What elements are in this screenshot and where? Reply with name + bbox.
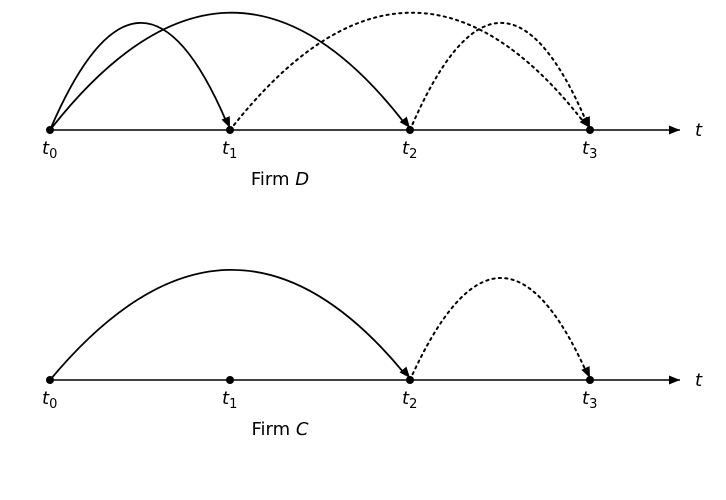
tick-dot: [406, 126, 414, 134]
tick-dot: [586, 376, 594, 384]
arrowhead: [669, 126, 680, 135]
tick-label: t2: [402, 138, 417, 162]
arrowhead: [669, 376, 680, 385]
arc-c-t2-t3: [410, 278, 586, 380]
tick-dot: [226, 376, 234, 384]
tick-dot: [406, 376, 414, 384]
tick-label: t0: [42, 138, 57, 162]
tick-label: t1: [222, 388, 237, 412]
arc-c-t0-t2: [50, 270, 403, 380]
arc-d-t0-t2: [50, 13, 403, 130]
tick-label: t0: [42, 388, 57, 412]
panel-caption: Firm C: [252, 419, 309, 440]
tick-label: t3: [582, 138, 597, 162]
panel-caption: Firm D: [251, 169, 309, 190]
tick-dot: [46, 376, 54, 384]
tick-label: t2: [402, 388, 417, 412]
arc-d-t1-t3: [230, 13, 583, 130]
axis-label: t: [695, 370, 703, 391]
tick-label: t1: [222, 138, 237, 162]
firm-c: t t0 t1 t2 t3 Firm C: [42, 270, 703, 440]
tick-dot: [226, 126, 234, 134]
tick-dot: [46, 126, 54, 134]
arc-d-t0-t1: [50, 23, 226, 130]
tick-dot: [586, 126, 594, 134]
diagram-canvas: t t0 t1 t2 t3 Firm D t t0 t1 t2 t3 Firm C: [0, 0, 726, 500]
firm-d: t t0 t1 t2 t3 Firm D: [42, 13, 703, 190]
axis-label: t: [695, 120, 703, 141]
tick-label: t3: [582, 388, 597, 412]
